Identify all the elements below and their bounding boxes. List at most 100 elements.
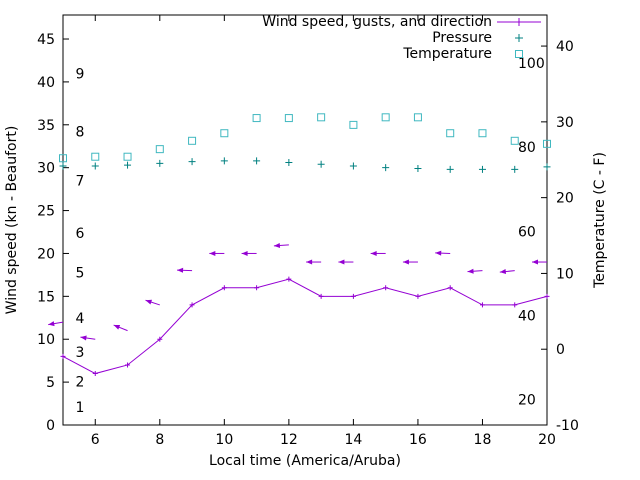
beaufort-scale-label: 5 <box>76 265 85 281</box>
beaufort-scale-label: 9 <box>76 66 85 82</box>
y-right-tick-label: 10 <box>556 266 574 282</box>
pressure-point <box>382 164 390 172</box>
gust-direction-arrow-head <box>241 250 248 256</box>
y-left-axis-title: Wind speed (kn - Beaufort) <box>4 126 20 315</box>
gust-direction-arrow-head <box>113 324 121 330</box>
legend: Wind speed, gusts, and direction Pressur… <box>262 14 541 62</box>
wind-speed-point <box>415 293 421 299</box>
wind-speed-line <box>62 278 548 375</box>
y-left-tick-label: 45 <box>37 32 55 48</box>
y-right-tick-label: 40 <box>556 39 574 55</box>
wind-speed-point <box>125 362 131 368</box>
temperature-point <box>478 129 487 138</box>
x-tick-label: 12 <box>280 432 298 448</box>
pressure-point <box>124 161 132 169</box>
temperature-point <box>155 145 164 154</box>
wind-speed-point <box>447 285 453 291</box>
y-left-tick-label: 30 <box>37 161 55 177</box>
gust-direction-arrow-head <box>306 259 313 265</box>
pressure-point <box>414 165 422 173</box>
legend-marker-pressure-plus-icon <box>515 34 523 42</box>
temperature-point <box>510 136 519 145</box>
x-tick-label: 16 <box>409 432 427 448</box>
temperature-point <box>123 152 132 161</box>
pressure-point <box>511 165 519 173</box>
wind-speed-point <box>157 336 163 342</box>
gust-direction-arrow-head <box>435 250 442 256</box>
gust-direction-arrow-head <box>532 259 538 265</box>
legend-label-temperature: Temperature <box>402 46 492 62</box>
temperature-point <box>413 113 422 122</box>
wind-speed-point <box>350 293 356 299</box>
x-tick-label: 8 <box>155 432 164 448</box>
beaufort-scale-label: 1 <box>76 400 85 416</box>
gust-direction-arrow-head <box>48 321 55 327</box>
fahrenheit-scale-label: 100 <box>518 56 545 72</box>
legend-marker-wind-line-icon <box>497 18 541 26</box>
y-left-tick-label: 20 <box>37 246 55 262</box>
beaufort-scale-label: 8 <box>76 125 85 141</box>
gust-direction-arrow-head <box>370 250 377 256</box>
y-left-tick-label: 0 <box>46 418 55 434</box>
x-tick-label: 14 <box>344 432 362 448</box>
pressure-point <box>156 159 164 167</box>
fahrenheit-scale-label: 60 <box>518 224 536 240</box>
pressure-point <box>478 165 486 173</box>
y-right-tick-label: 0 <box>556 342 565 358</box>
gust-direction-arrow-head <box>177 267 184 273</box>
wind-speed-point <box>544 293 550 299</box>
y-left-tick-label: 40 <box>37 75 55 91</box>
y-right-axis-title: Temperature (C - F) <box>592 152 608 289</box>
y-right-tick-label: -10 <box>556 418 579 434</box>
fahrenheit-scale-label: 20 <box>518 393 536 409</box>
gust-direction-arrow-head <box>467 268 474 274</box>
wind-speed-point <box>383 285 389 291</box>
temperature-point <box>446 129 455 138</box>
temperature-point <box>543 139 551 148</box>
gust-direction-arrow-head <box>80 335 87 341</box>
x-tick-label: 10 <box>215 432 233 448</box>
temperature-point <box>349 120 358 129</box>
legend-label-pressure: Pressure <box>432 30 492 46</box>
fahrenheit-scale-label: 40 <box>518 309 536 325</box>
pressure-point <box>91 162 99 170</box>
pressure-point <box>253 157 261 165</box>
pressure-point <box>188 158 196 166</box>
temperature-point <box>252 114 261 123</box>
wind-speed-point <box>221 285 227 291</box>
temperature-point <box>188 136 197 145</box>
temperature-point <box>220 129 229 138</box>
gust-direction-arrow-head <box>338 259 345 265</box>
beaufort-scale-label: 3 <box>76 345 85 361</box>
pressure-point <box>349 162 357 170</box>
legend-label-wind: Wind speed, gusts, and direction <box>262 14 492 30</box>
y-left-tick-label: 10 <box>37 332 55 348</box>
pressure-point <box>543 163 551 171</box>
plot-frame <box>62 14 548 426</box>
beaufort-scale-label: 7 <box>76 174 85 190</box>
y-right-tick-label: 30 <box>556 115 574 131</box>
beaufort-scale-label: 2 <box>76 374 85 390</box>
wind-speed-point <box>479 302 485 308</box>
y-left-tick-label: 15 <box>37 289 55 305</box>
y-left-tick-label: 25 <box>37 204 55 220</box>
temperature-point <box>317 113 326 122</box>
wind-speed-point <box>254 285 260 291</box>
pressure-point <box>59 162 67 170</box>
gust-direction-arrow-head <box>209 250 216 256</box>
gust-direction-arrow-head <box>402 259 409 265</box>
legend-marker-temperature-square-icon <box>515 50 523 58</box>
wind-speed-point <box>92 371 98 377</box>
pressure-point <box>317 160 325 168</box>
y-left-tick-label: 35 <box>37 118 55 134</box>
temperature-point <box>284 114 293 123</box>
y-right-tick-label: 20 <box>556 191 574 207</box>
beaufort-scale-label: 4 <box>76 311 85 327</box>
x-tick-label: 18 <box>474 432 492 448</box>
x-tick-label: 6 <box>91 432 100 448</box>
x-tick-label: 20 <box>538 432 556 448</box>
wind-speed-point <box>318 293 324 299</box>
wind-speed-point <box>286 276 292 282</box>
